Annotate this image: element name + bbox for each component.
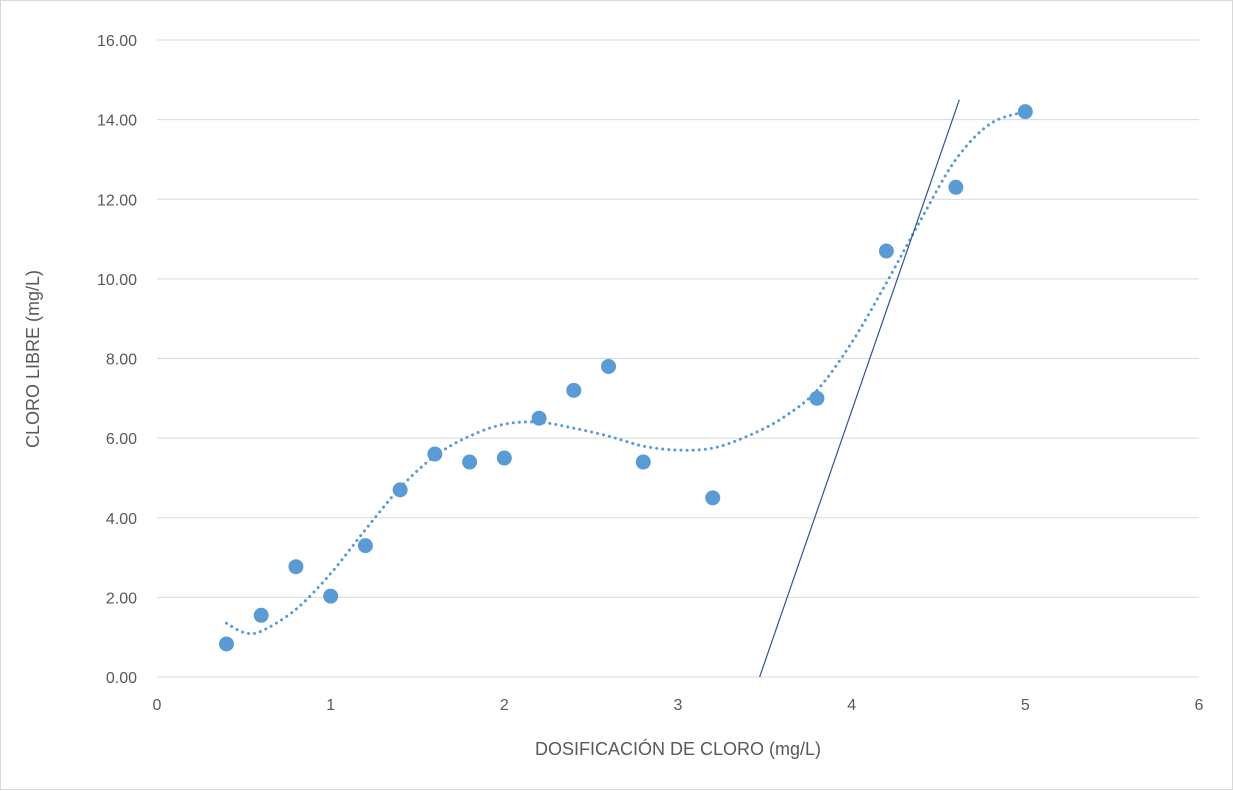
x-tick-label: 1 [326,697,335,714]
data-point [496,450,512,466]
data-point [427,446,443,462]
data-point [288,559,304,575]
data-point [392,482,408,498]
data-point [1017,104,1033,120]
x-tick-label: 2 [500,697,509,714]
data-point [253,607,269,623]
x-axis-title: DOSIFICACIÓN DE CLORO (mg/L) [535,738,821,759]
data-point [809,390,825,406]
gridlines [157,39,1199,678]
y-tick-labels: 0.00 2.00 4.00 6.00 8.00 10.00 12.00 14.00 16.00 [97,33,137,687]
y-tick-label: 14.00 [97,113,137,130]
trendline-path [224,110,1027,636]
data-point [601,358,617,374]
reference-line [759,99,960,678]
data-point [531,410,547,426]
y-tick-label: 2.00 [106,590,137,607]
data-points [218,104,1033,652]
x-tick-labels: 0 1 2 3 4 5 6 [153,697,1204,714]
data-point [705,490,721,506]
x-tick-label: 4 [847,697,856,714]
data-point [948,179,964,195]
y-tick-label: 10.00 [97,272,137,289]
y-axis-title: CLORO LIBRE (mg/L) [23,270,43,448]
trendline [224,110,1027,636]
x-tick-label: 0 [153,697,162,714]
y-tick-label: 6.00 [106,431,137,448]
y-tick-label: 8.00 [106,352,137,369]
data-point [323,588,339,604]
y-tick-label: 4.00 [106,511,137,528]
data-point [357,538,373,554]
x-tick-label: 6 [1195,697,1204,714]
y-tick-label: 12.00 [97,192,137,209]
data-point [566,382,582,398]
data-point [635,454,651,470]
data-point [878,243,894,259]
x-tick-label: 3 [674,697,683,714]
reference-line-segment [759,99,960,678]
x-tick-label: 5 [1021,697,1030,714]
y-tick-label: 0.00 [106,670,137,687]
y-tick-label: 16.00 [97,33,137,50]
data-point [218,636,234,652]
data-point [462,454,478,470]
